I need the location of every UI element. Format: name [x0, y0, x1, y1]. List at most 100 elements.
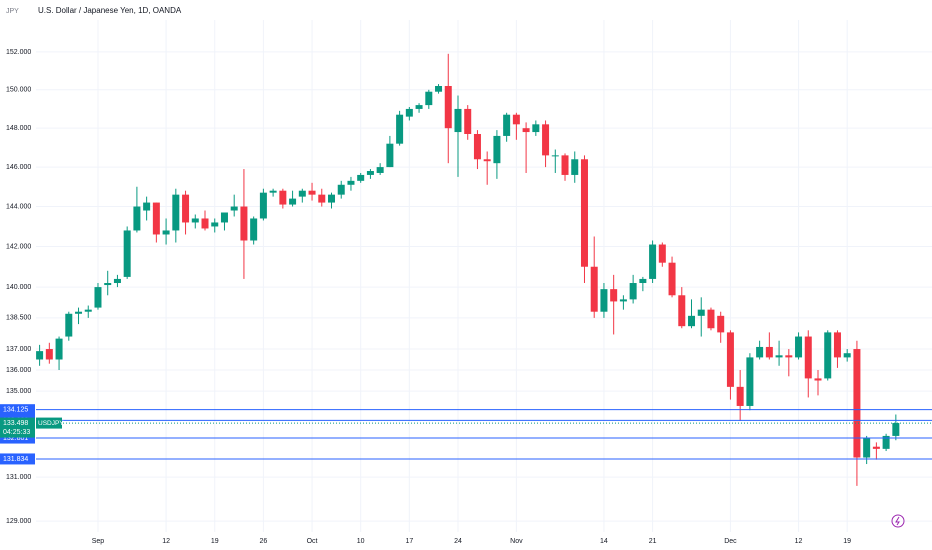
price-label: 132.801 [3, 435, 28, 442]
candle-body [649, 244, 657, 279]
y-tick-label: 144.000 [6, 203, 31, 210]
candle-body [357, 174, 365, 181]
candle-body [882, 435, 890, 449]
x-tick-label: Oct [307, 538, 318, 545]
candle-body [318, 194, 326, 203]
event-icon-glyph [895, 516, 900, 526]
candle-body [211, 222, 219, 227]
event-icon[interactable] [891, 514, 905, 528]
candle-body [610, 289, 618, 302]
x-tick-label: Dec [724, 538, 737, 545]
y-tick-label: 148.000 [6, 125, 31, 132]
candle-body [182, 194, 190, 223]
candle-body [483, 159, 491, 162]
candle-body [75, 311, 83, 314]
candle-body [892, 423, 900, 436]
candle-body [435, 85, 443, 92]
candle-body [522, 128, 530, 133]
candle-body [55, 338, 63, 360]
x-tick-label: 21 [649, 538, 657, 545]
y-tick-label: 150.000 [6, 87, 31, 94]
x-tick-label: Sep [92, 538, 105, 545]
x-tick-label: 24 [454, 538, 462, 545]
candle-body [600, 289, 608, 312]
candle-body [804, 336, 812, 379]
ticker: JPY [6, 8, 19, 15]
y-tick-label: 129.000 [6, 518, 31, 525]
candle-body [726, 332, 734, 387]
candle-body [143, 202, 151, 211]
candle-body [843, 353, 851, 358]
candle-body [746, 357, 754, 406]
candle-body [279, 190, 287, 205]
price-label: 131.834 [3, 456, 28, 463]
price-label-bg [0, 432, 35, 444]
price-label-bg [0, 404, 35, 416]
candle-body [765, 346, 773, 358]
candle-body [162, 230, 170, 235]
candle-body [298, 190, 306, 197]
candle-body [328, 194, 335, 203]
candle-body [220, 212, 228, 223]
y-tick-label: 131.000 [6, 474, 31, 481]
x-tick-label: 12 [162, 538, 170, 545]
candle-body [94, 287, 102, 308]
candle-body [668, 262, 676, 296]
candle-body [337, 184, 345, 195]
y-tick-label: 146.000 [6, 164, 31, 171]
candle-body [795, 336, 803, 358]
candle-body [65, 313, 73, 337]
candle-body [152, 202, 160, 235]
x-tick-label: 19 [211, 538, 219, 545]
candle-body [250, 218, 258, 241]
candle-body [415, 105, 423, 109]
candle-body [191, 218, 199, 223]
candle-body [425, 91, 433, 106]
chart-title: U.S. Dollar / Japanese Yen, 1D, OANDA [38, 6, 182, 15]
price-label-bg [0, 453, 35, 465]
candle-body [853, 349, 861, 458]
candle-body [366, 171, 374, 175]
last-price-label: 133.498 [3, 420, 28, 427]
x-tick-label: 12 [795, 538, 803, 545]
candle-body [756, 346, 764, 358]
candle-body [172, 194, 180, 231]
candle-body [629, 283, 637, 300]
candle-body [123, 230, 131, 277]
candle-body [707, 309, 715, 329]
candle-body [863, 438, 871, 458]
candle-body [259, 192, 267, 219]
candle-body [775, 355, 783, 358]
y-tick-label: 138.500 [6, 315, 31, 322]
candle-body [240, 206, 248, 241]
price-label: 134.125 [3, 407, 28, 414]
candle-body [658, 244, 666, 263]
candle-body [347, 180, 355, 185]
candle-body [230, 206, 238, 211]
candle-body [113, 278, 121, 284]
candle-body [473, 133, 481, 160]
candle-body [619, 299, 627, 302]
symbol-tag: USDJPY [38, 420, 64, 427]
candle-body [503, 114, 511, 136]
countdown: 04:25:33 [3, 429, 30, 436]
last-price-bg [0, 417, 35, 438]
candle-body [717, 315, 725, 333]
candle-body [580, 159, 588, 267]
candle-body [444, 85, 452, 129]
candle-body [133, 206, 141, 231]
candle-body [376, 167, 384, 173]
candle-body [571, 159, 579, 175]
candle-body [697, 309, 705, 316]
x-tick-label: Nov [510, 538, 523, 545]
y-tick-label: 142.000 [6, 243, 31, 250]
candle-body [551, 155, 559, 157]
candle-body [201, 218, 209, 229]
candle-body [386, 143, 394, 168]
candle-body [785, 355, 793, 358]
candle-body [688, 315, 696, 327]
candle-body [405, 108, 413, 117]
candle-body [36, 351, 44, 360]
